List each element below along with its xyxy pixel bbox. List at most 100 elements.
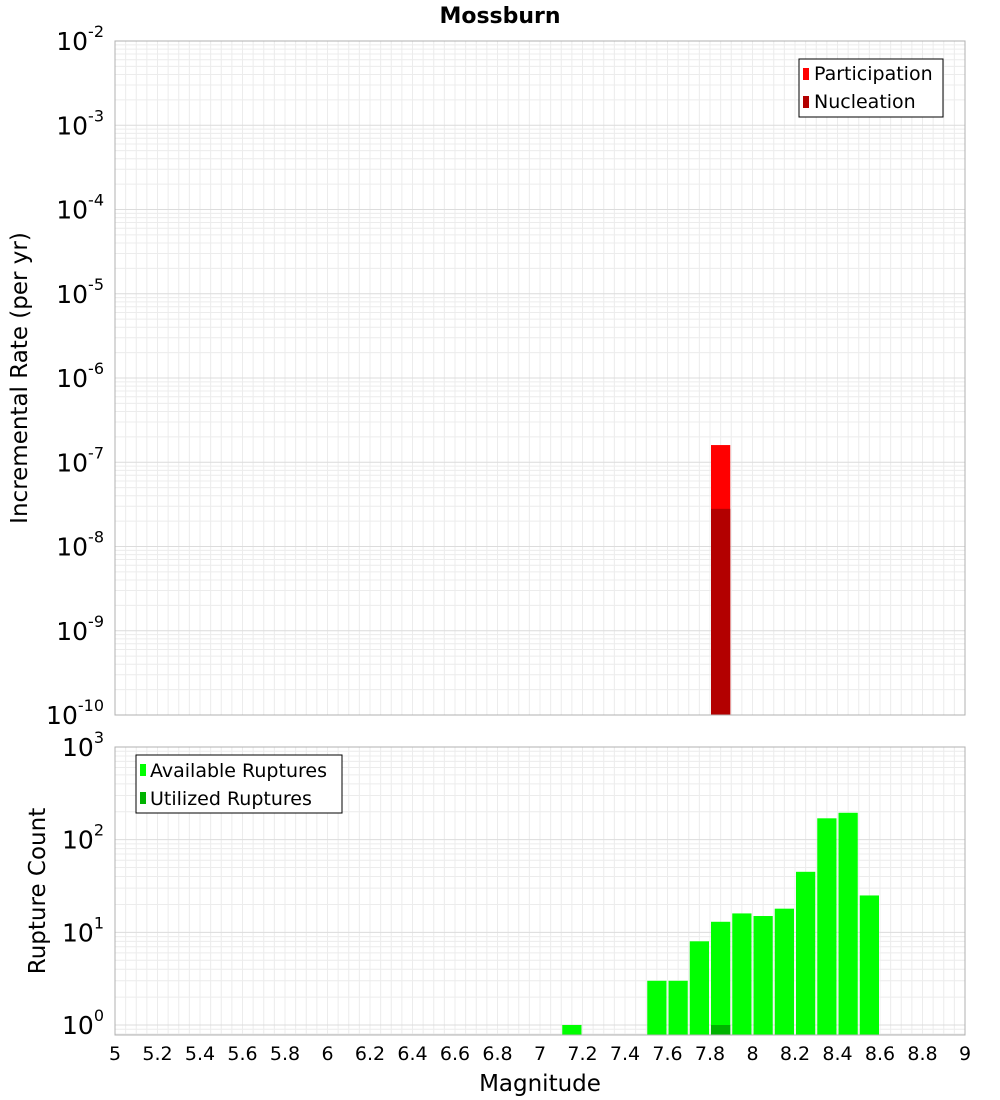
bar-available-ruptures [711,921,731,1035]
bottom-y-axis-label: Rupture Count [25,808,51,974]
bottom-bars [562,812,879,1035]
bar-available-ruptures [859,895,879,1035]
y-tick-exponent: -9 [88,612,104,631]
x-tick-label: 7 [534,1043,546,1065]
x-tick-label: 6.6 [440,1043,470,1065]
legend-label-utilized: Utilized Ruptures [150,788,312,810]
x-tick-label: 5.6 [227,1043,257,1065]
x-tick-label: 7.2 [567,1043,597,1065]
x-tick-label: 6.8 [482,1043,512,1065]
x-tick-label: 5.8 [270,1043,300,1065]
y-tick-exponent: -7 [88,443,104,462]
bar-available-ruptures [796,871,816,1035]
bottom-legend: Available Ruptures Utilized Ruptures [135,754,343,814]
bar-available-ruptures [647,980,667,1035]
y-tick-base: 10 [56,196,88,225]
top-y-axis-label: Incremental Rate (per yr) [7,232,33,524]
bottom-plot-border [114,746,966,1036]
top-y-tick-label: 10-9 [56,612,104,646]
y-tick-exponent: -5 [88,275,104,294]
y-tick-exponent: 1 [94,913,104,932]
legend-swatch-participation [803,68,809,80]
y-tick-exponent: -2 [88,22,104,41]
y-tick-base: 10 [56,617,88,646]
x-tick-label: 5.4 [185,1043,215,1065]
top-grid [114,41,966,716]
x-tick-label: 8.6 [865,1043,895,1065]
y-tick-base: 10 [62,918,94,947]
x-tick-label: 6 [321,1043,333,1065]
y-tick-base: 10 [62,1011,94,1040]
y-tick-exponent: -3 [88,106,104,125]
top-legend-box [798,58,944,118]
x-tick-label: 5 [109,1043,121,1065]
y-tick-exponent: -4 [88,191,104,210]
x-tick-labels: 5 5.2 5.4 5.6 5.8 6 6.2 6.4 6.6 6.8 7 7.2 7.4 7.6 7.8 8… [109,1043,971,1065]
x-tick-label: 8.4 [822,1043,852,1065]
legend-swatch-utilized [140,792,146,804]
legend-swatch-nucleation [803,96,809,108]
y-tick-exponent: -8 [88,528,104,547]
bar-available-ruptures [668,980,688,1035]
bar-nucleation [711,508,731,715]
bottom-y-tick-label: 101 [62,913,104,947]
bottom-legend-box [135,754,343,814]
y-tick-base: 10 [56,27,88,56]
y-tick-base: 10 [62,826,94,855]
x-tick-label: 7.8 [695,1043,725,1065]
top-y-tick-label: 10-6 [56,359,104,393]
x-tick-label: 8.8 [907,1043,937,1065]
y-tick-exponent: -6 [88,359,104,378]
bar-available-ruptures [562,1025,582,1035]
y-tick-base: 10 [56,448,88,477]
top-bars [711,445,731,715]
y-tick-exponent: 2 [94,821,104,840]
y-tick-base: 10 [56,280,88,309]
top-legend: Participation Nucleation [798,58,944,118]
y-tick-base: 10 [46,701,78,730]
bar-available-ruptures [774,908,794,1035]
y-tick-base: 10 [56,533,88,562]
x-tick-label: 8.2 [780,1043,810,1065]
bar-available-ruptures [817,818,837,1035]
top-y-tick-label: 10-2 [56,22,104,56]
top-y-tick-label: 10-4 [56,191,104,225]
legend-swatch-available [140,764,146,776]
top-panel: 10-210-310-410-510-610-710-810-910-10 In… [7,22,966,730]
top-y-tick-label: 10-8 [56,528,104,562]
x-tick-label: 6.4 [397,1043,427,1065]
top-y-tick-label: 10-10 [46,696,104,730]
bar-available-ruptures [753,916,773,1035]
x-tick-label: 7.4 [610,1043,640,1065]
x-tick-label: 7.6 [652,1043,682,1065]
top-y-tick-labels: 10-210-310-410-510-610-710-810-910-10 [46,22,104,730]
x-tick-label: 9 [959,1043,971,1065]
bar-utilized-ruptures [711,1025,731,1035]
y-tick-base: 10 [62,733,94,762]
x-tick-label: 8 [746,1043,758,1065]
bottom-y-tick-label: 102 [62,821,104,855]
legend-label-nucleation: Nucleation [814,91,916,113]
y-tick-exponent: -10 [78,696,104,715]
bar-available-ruptures [689,941,709,1035]
y-tick-exponent: 0 [94,1006,104,1025]
x-axis-label: Magnitude [479,1071,601,1097]
y-tick-base: 10 [56,111,88,140]
bottom-y-tick-label: 103 [62,728,104,762]
top-y-tick-label: 10-5 [56,275,104,309]
legend-label-available: Available Ruptures [150,760,327,782]
top-y-tick-label: 10-3 [56,106,104,140]
top-y-tick-label: 10-7 [56,443,104,477]
bar-available-ruptures [838,812,858,1035]
bar-available-ruptures [732,913,752,1035]
x-tick-label: 5.2 [142,1043,172,1065]
legend-label-participation: Participation [814,63,933,85]
y-tick-exponent: 3 [94,728,104,747]
chart-title: Mossburn [439,4,560,29]
bottom-y-tick-label: 100 [62,1006,104,1040]
top-plot-border [114,40,966,716]
x-tick-label: 6.2 [355,1043,385,1065]
